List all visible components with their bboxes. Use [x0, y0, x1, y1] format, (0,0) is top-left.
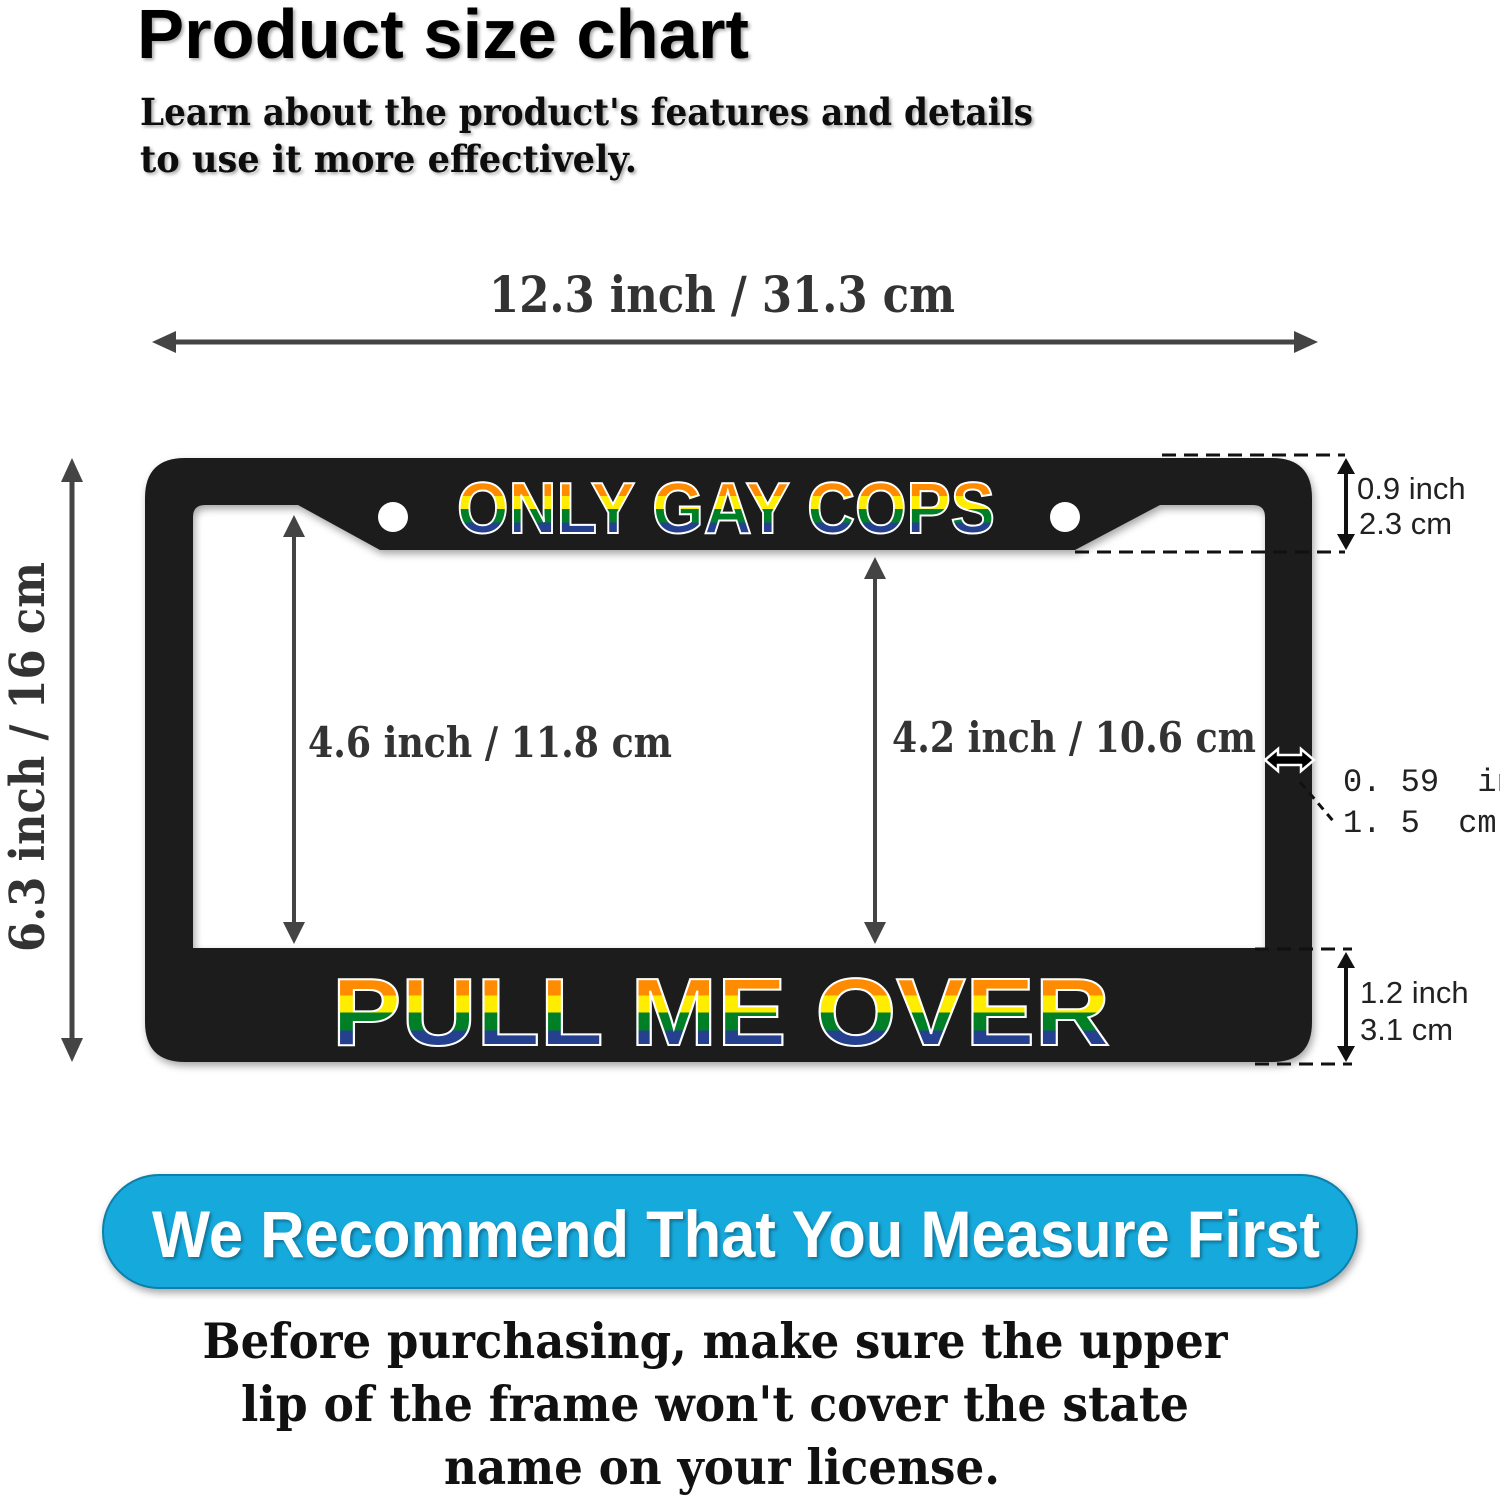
frame-bottom-text: PULL ME OVER: [332, 959, 1110, 1066]
opening-height-left-arrow: [283, 515, 305, 944]
top-bar-arrow: [1337, 458, 1355, 550]
measure-first-label: We Recommend That You Measure First: [152, 1197, 1320, 1271]
opening-height-left-label: 4.6 inch / 11.8 cm: [308, 718, 672, 767]
bottom-bar-cm: 3.1 cm: [1360, 1012, 1453, 1047]
page-title: Product size chart: [137, 0, 749, 73]
side-bar-arrow: [1263, 746, 1336, 823]
opening-height-center-arrow: [864, 557, 886, 944]
footer-line-1: Before purchasing, make sure the upper: [203, 1312, 1229, 1370]
screw-hole-right: [1050, 502, 1080, 532]
screw-hole-left: [378, 502, 408, 532]
footer-line-2: lip of the frame won't cover the state: [241, 1375, 1189, 1433]
side-bar-cm: 1. 5 cm: [1343, 805, 1497, 842]
bottom-bar-dimension: [1255, 947, 1352, 1066]
frame-top-text: ONLY GAY COPS: [457, 469, 995, 549]
top-bar-dimension: [1075, 453, 1345, 554]
subtitle-line-1: Learn about the product's features and d…: [140, 90, 1033, 134]
side-bar-inch: 0. 59 inch: [1343, 764, 1500, 801]
width-arrow: [152, 331, 1318, 353]
license-plate-frame: [145, 458, 1312, 1062]
bottom-bar-inch: 1.2 inch: [1360, 975, 1469, 1010]
top-bar-cm: 2.3 cm: [1359, 506, 1452, 541]
overall-width-label: 12.3 inch / 31.3 cm: [489, 265, 955, 324]
footer-line-3: name on your license.: [444, 1438, 1000, 1496]
subtitle-line-2: to use it more effectively.: [140, 137, 637, 181]
height-arrow: [61, 458, 83, 1062]
overall-height-label: 6.3 inch / 16 cm: [0, 562, 56, 952]
opening-height-center-label: 4.2 inch / 10.6 cm: [892, 713, 1256, 762]
measure-first-banner: [102, 1174, 1358, 1289]
top-bar-inch: 0.9 inch: [1357, 471, 1466, 506]
bottom-bar-arrow: [1337, 952, 1355, 1062]
